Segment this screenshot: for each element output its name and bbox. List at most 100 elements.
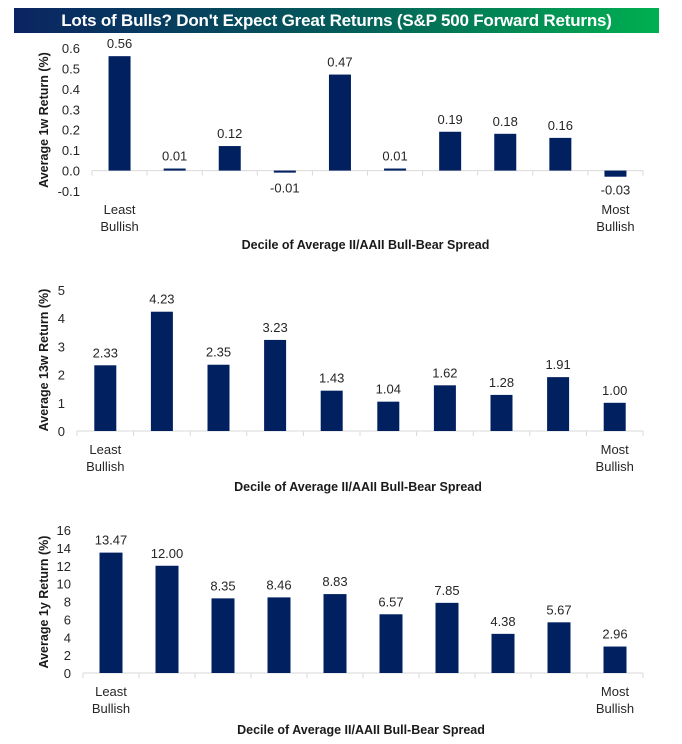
y-tick-label: 0.5 (62, 61, 80, 76)
y-tick-label: 1 (58, 396, 65, 411)
bar (547, 377, 570, 431)
bar (603, 402, 626, 431)
y-tick-label: 3 (58, 339, 65, 354)
data-label: 8.35 (210, 578, 235, 593)
data-label: 12.00 (151, 546, 184, 561)
x-category-label-most-bullish: Most (601, 202, 630, 217)
data-label: -0.01 (270, 181, 300, 196)
data-label: 1.04 (376, 382, 401, 397)
data-label: 0.19 (437, 112, 462, 127)
y-tick-label: 2 (64, 648, 71, 663)
x-category-label-least-bullish: Bullish (100, 219, 138, 234)
y-tick-label: 10 (57, 577, 71, 592)
y-tick-label: 0.1 (62, 143, 80, 158)
bar (491, 633, 515, 673)
bar (207, 364, 230, 431)
bar (163, 168, 186, 171)
data-label: 0.12 (217, 126, 242, 141)
data-label: 1.91 (545, 357, 570, 372)
bar (604, 170, 627, 177)
bar (603, 646, 627, 673)
data-label: 1.43 (319, 371, 344, 386)
y-tick-label: 0.3 (62, 102, 80, 117)
y-tick-label: 2 (58, 368, 65, 383)
data-label: -0.03 (601, 183, 631, 198)
y-tick-label: 0 (58, 424, 65, 439)
y-tick-label: -0.1 (58, 184, 80, 199)
data-label: 5.67 (546, 602, 571, 617)
data-label: 0.01 (162, 149, 187, 164)
y-axis-title: Average 13w Return (%) (37, 289, 51, 432)
bar (384, 168, 407, 171)
x-category-label-least-bullish: Least (89, 442, 121, 457)
data-label: 3.23 (262, 320, 287, 335)
data-label: 2.96 (602, 627, 627, 642)
bar (99, 552, 123, 673)
y-axis-title: Average 1y Return (%) (37, 536, 51, 669)
bar (264, 339, 287, 431)
bar (155, 565, 179, 673)
chart-title: Lots of Bulls? Don't Expect Great Return… (61, 10, 612, 30)
y-tick-label: 16 (57, 523, 71, 538)
y-tick-label: 4 (64, 630, 71, 645)
bar (218, 146, 241, 171)
bar (490, 394, 513, 431)
data-label: 13.47 (95, 533, 128, 548)
bar-chart-1: -0.1 0.0 0.1 0.2 0.3 0.4 0.5 0.6 Average 1w Retu… (37, 36, 644, 252)
bar (323, 594, 347, 673)
y-tick-label: 8 (64, 595, 71, 610)
bar (267, 597, 291, 673)
bar-chart-3: 0 2 4 6 8 10 12 14 16 Average 1y Return (%) 13.47 1… (37, 523, 644, 737)
data-label: 7.85 (434, 583, 459, 598)
x-category-label-least-bullish: Least (104, 202, 136, 217)
y-tick-label: 5 (58, 283, 65, 298)
data-label: 0.01 (382, 149, 407, 164)
data-label: 1.28 (489, 375, 514, 390)
x-axis-title: Decile of Average II/AAII Bull-Bear Spre… (237, 723, 485, 737)
data-label: 0.56 (107, 36, 132, 51)
bar (547, 622, 571, 673)
y-tick-label: 6 (64, 612, 71, 627)
bar (435, 602, 459, 673)
y-tick-label: 14 (57, 541, 71, 556)
bar (108, 56, 131, 171)
bar (320, 390, 343, 431)
data-label: 2.35 (206, 345, 231, 360)
data-label: 1.00 (602, 383, 627, 398)
data-label: 4.23 (149, 292, 174, 307)
bar (377, 401, 400, 431)
y-tick-label: 0.0 (62, 164, 80, 179)
bar (211, 598, 235, 673)
bar (433, 385, 456, 431)
bar (549, 137, 572, 171)
x-category-label-most-bullish: Most (601, 442, 630, 457)
x-category-label-least-bullish: Least (95, 684, 127, 699)
data-label: 6.57 (378, 594, 403, 609)
y-axis-title: Average 1w Return (%) (37, 52, 51, 188)
y-tick-label: 0.2 (62, 123, 80, 138)
data-label: 2.33 (93, 345, 118, 360)
y-tick-label: 0.6 (62, 41, 80, 56)
y-tick-label: 0.4 (62, 82, 80, 97)
data-label: 4.38 (490, 614, 515, 629)
x-axis-title: Decile of Average II/AAII Bull-Bear Spre… (234, 480, 482, 494)
x-category-label-most-bullish: Bullish (596, 701, 634, 716)
bar-chart-2: 0 1 2 3 4 5 Average 13w Return (%) 2.33 4.23 2.35… (37, 283, 644, 494)
data-label: 8.46 (266, 577, 291, 592)
bar (273, 170, 296, 173)
data-label: 1.62 (432, 365, 457, 380)
bar (150, 311, 173, 431)
data-label: 0.16 (548, 118, 573, 133)
x-category-label-most-bullish: Bullish (596, 459, 634, 474)
bar (494, 133, 517, 171)
x-category-label-least-bullish: Bullish (86, 459, 124, 474)
y-tick-label: 0 (64, 666, 71, 681)
chart-title-banner: Lots of Bulls? Don't Expect Great Return… (14, 8, 659, 33)
data-label: 0.18 (493, 114, 518, 129)
bar (94, 365, 117, 431)
data-label: 0.47 (327, 55, 352, 70)
y-tick-label: 4 (58, 311, 65, 326)
x-axis-title: Decile of Average II/AAII Bull-Bear Spre… (242, 238, 490, 252)
bar (328, 74, 351, 171)
x-category-label-least-bullish: Bullish (92, 701, 130, 716)
